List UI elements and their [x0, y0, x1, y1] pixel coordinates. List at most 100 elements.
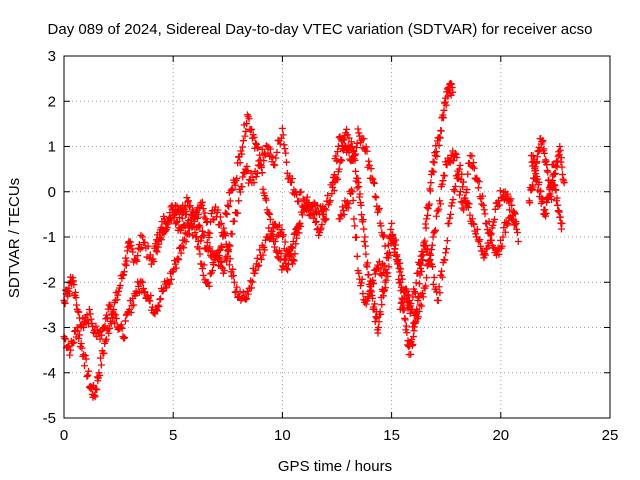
data-point	[126, 305, 134, 313]
data-point-trace	[411, 288, 419, 296]
x-tick-label: 20	[492, 427, 509, 444]
data-point-trace	[365, 290, 373, 298]
data-point-trace	[320, 211, 328, 219]
data-point-trace	[428, 241, 436, 249]
data-point-trace	[271, 237, 279, 245]
data-point-trace	[446, 214, 454, 222]
data-point	[381, 242, 389, 250]
data-point	[121, 260, 129, 268]
data-point-trace	[422, 242, 430, 250]
data-point-trace	[205, 282, 213, 290]
data-point-trace	[548, 180, 556, 188]
data-point-trace	[247, 277, 255, 285]
data-point-trace	[295, 221, 303, 229]
data-point-trace	[459, 178, 467, 186]
data-point-trace	[359, 216, 367, 224]
data-point-trace	[267, 152, 275, 160]
data-point-trace	[529, 183, 537, 191]
data-point-trace	[424, 211, 432, 219]
y-tick-label: 3	[48, 48, 56, 65]
data-point-trace	[234, 209, 242, 217]
data-point-trace	[540, 149, 548, 157]
data-point-trace	[397, 265, 405, 273]
y-tick-label: 0	[48, 184, 56, 201]
data-point-trace	[112, 311, 120, 319]
data-point-trace	[254, 262, 262, 270]
data-point-trace	[436, 289, 444, 297]
data-point-trace	[377, 222, 385, 230]
data-point-trace	[419, 257, 427, 265]
data-point-trace	[557, 154, 565, 162]
data-point-trace	[196, 250, 204, 258]
data-point	[80, 351, 88, 359]
data-point	[506, 206, 514, 214]
data-point-trace	[365, 271, 373, 279]
data-point-trace	[321, 216, 329, 224]
data-point-trace	[451, 149, 459, 157]
data-point-trace	[198, 227, 206, 235]
data-point-trace	[371, 192, 379, 200]
data-point-trace	[233, 283, 241, 291]
data-point-trace	[432, 212, 440, 220]
data-point-trace	[412, 279, 420, 287]
data-point-trace	[372, 194, 380, 202]
data-point-trace	[188, 212, 196, 220]
data-point-trace	[114, 291, 122, 299]
data-point-trace	[279, 131, 287, 139]
data-point-trace	[458, 170, 466, 178]
data-point-trace	[291, 250, 299, 258]
data-point-trace	[162, 284, 170, 292]
data-point-trace	[78, 344, 86, 352]
data-point-trace	[469, 163, 477, 171]
data-point-trace	[121, 317, 129, 325]
data-point-trace	[349, 197, 357, 205]
data-point	[171, 260, 179, 268]
data-point-trace	[442, 101, 450, 109]
data-point-trace	[375, 318, 383, 326]
data-point-trace	[127, 242, 135, 250]
data-point-trace	[393, 252, 401, 260]
data-point-trace	[385, 234, 393, 242]
data-point-trace	[552, 157, 560, 165]
data-point-trace	[480, 206, 488, 214]
data-point-trace	[154, 243, 162, 251]
data-point-trace	[209, 267, 217, 275]
data-point-trace	[214, 206, 222, 214]
data-point-trace	[464, 203, 472, 211]
data-point-trace	[489, 222, 497, 230]
data-point-trace	[280, 141, 288, 149]
data-point-trace	[180, 221, 188, 229]
data-point-trace	[70, 338, 78, 346]
data-point-trace	[352, 233, 360, 241]
data-point-trace	[281, 145, 289, 153]
data-point-trace	[258, 169, 266, 177]
data-point-trace	[544, 168, 552, 176]
data-point-trace	[459, 183, 467, 191]
data-point-trace	[248, 278, 256, 286]
data-point-trace	[351, 156, 359, 164]
data-point-trace	[69, 339, 77, 347]
data-point-trace	[370, 179, 378, 187]
data-point-trace	[441, 172, 449, 180]
data-point-trace	[365, 161, 373, 169]
data-point-trace	[85, 367, 93, 375]
data-point-trace	[445, 219, 453, 227]
data-point-trace	[247, 169, 255, 177]
data-point-trace	[216, 221, 224, 229]
data-point-trace	[465, 200, 473, 208]
data-point-trace	[184, 198, 192, 206]
data-point-trace	[118, 275, 126, 283]
data-point-trace	[118, 324, 126, 332]
data-point-trace	[107, 320, 115, 328]
data-point-trace	[430, 168, 438, 176]
data-point-trace	[120, 268, 128, 276]
data-point-trace	[425, 259, 433, 267]
data-point	[250, 133, 258, 141]
data-point-trace	[225, 261, 233, 269]
data-point	[80, 324, 88, 331]
data-point-trace	[140, 289, 148, 297]
data-point-trace	[443, 237, 451, 245]
data-point	[348, 188, 356, 196]
data-point-trace	[116, 281, 124, 289]
data-point-trace	[375, 204, 383, 212]
